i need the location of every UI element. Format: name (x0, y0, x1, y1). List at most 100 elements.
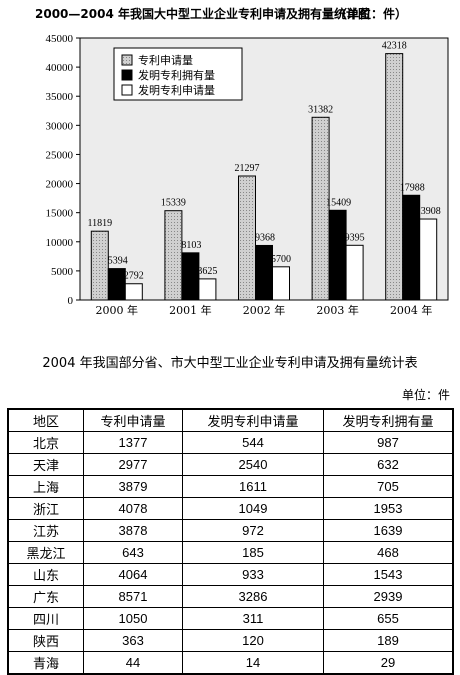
table-cell-value: 189 (323, 629, 454, 652)
table-cell-region: 天津 (7, 453, 84, 476)
chart-panel: 2000—2004 年我国大中型工业企业专利申请及拥有量统计图 （单位：件） 0 50… (30, 0, 460, 320)
table-cell-value: 185 (182, 541, 324, 564)
header-invention-applications: 发明专利申请量 (182, 408, 324, 432)
y-tick-label: 45000 (46, 33, 74, 45)
x-tick-label: 2001 年 (169, 303, 212, 317)
table-cell-value: 4064 (83, 563, 183, 586)
stats-table: 地区 专利申请量 发明专利申请量 发明专利拥有量 北京 1377 544 987 天津 2… (7, 408, 454, 675)
table-cell-value: 468 (323, 541, 454, 564)
table-row: 上海 3879 1611 705 (7, 475, 454, 498)
table-cell-region: 广东 (7, 585, 84, 608)
table-cell-region: 黑龙江 (7, 541, 84, 564)
header-patent-applications: 专利申请量 (83, 408, 183, 432)
x-tick-label: 2004 年 (390, 303, 433, 317)
table-cell-value: 2540 (182, 453, 324, 476)
bar (311, 116, 330, 301)
table-cell-region: 四川 (7, 607, 84, 630)
table-cell-value: 2977 (83, 453, 183, 476)
x-tick-label: 2003 年 (316, 303, 359, 317)
bar (419, 218, 438, 301)
table-cell-region: 江苏 (7, 519, 84, 542)
table-row: 陕西 363 120 189 (7, 629, 454, 652)
data-label: 42318 (382, 41, 407, 52)
legend-label: 专利申请量 (138, 53, 193, 67)
data-label: 9368 (255, 232, 275, 243)
table-cell-region: 青海 (7, 651, 84, 675)
table-cell-value: 655 (323, 607, 454, 630)
table-cell-value: 3879 (83, 475, 183, 498)
table-row: 北京 1377 544 987 (7, 431, 454, 454)
bar (181, 252, 200, 301)
table-cell-value: 363 (83, 629, 183, 652)
legend-swatch (121, 69, 133, 81)
data-label: 13908 (416, 206, 441, 217)
legend-box (113, 47, 243, 101)
data-label: 2792 (124, 271, 144, 282)
table-cell-value: 3286 (182, 585, 324, 608)
y-tick-label: 25000 (46, 149, 74, 161)
table-row: 黑龙江 643 185 468 (7, 541, 454, 564)
header-region: 地区 (7, 408, 84, 432)
bar (345, 244, 364, 301)
bar (238, 175, 256, 301)
table-cell-value: 44 (83, 651, 183, 675)
chart-unit: （单位：件） (335, 6, 407, 21)
y-tick-label: 15000 (46, 208, 74, 220)
table-cell-value: 1049 (182, 497, 324, 520)
data-label: 8103 (181, 240, 201, 251)
table-row: 广东 8571 3286 2939 (7, 585, 454, 608)
bar (198, 278, 217, 301)
bar (124, 283, 143, 301)
table-cell-value: 987 (323, 431, 454, 454)
table-row: 山东 4064 933 1543 (7, 563, 454, 586)
table-body: 北京 1377 544 987 天津 2977 2540 632 上海 3879 1611 705 浙江… (7, 431, 454, 675)
table-cell-value: 632 (323, 453, 454, 476)
legend-swatch (121, 54, 133, 66)
data-label: 15339 (161, 198, 186, 209)
y-tick-label: 30000 (46, 120, 74, 132)
table-cell-region: 陕西 (7, 629, 84, 652)
data-label: 9395 (345, 232, 365, 243)
table-cell-value: 120 (182, 629, 324, 652)
table-row: 四川 1050 311 655 (7, 607, 454, 630)
table-cell-value: 1050 (83, 607, 183, 630)
data-label: 21297 (235, 163, 260, 174)
table-cell-value: 1543 (323, 563, 454, 586)
y-tick-label: 0 (68, 295, 74, 307)
table-cell-value: 643 (83, 541, 183, 564)
table-cell-value: 14 (182, 651, 324, 675)
bar (107, 268, 126, 301)
data-label: 15409 (326, 197, 351, 208)
bar (164, 210, 183, 301)
table-cell-region: 浙江 (7, 497, 84, 520)
table-title: 2004 年我国部分省、市大中型工业企业专利申请及拥有量统计表 (42, 356, 418, 371)
x-tick-label: 2002 年 (243, 303, 286, 317)
table-row: 青海 44 14 29 (7, 651, 454, 675)
bar (90, 230, 109, 301)
table-cell-value: 1377 (83, 431, 183, 454)
y-tick-label: 40000 (46, 62, 74, 74)
table-cell-value: 3878 (83, 519, 183, 542)
y-tick-label: 10000 (46, 237, 74, 249)
data-label: 3625 (197, 266, 217, 277)
x-tick-label: 2000 年 (96, 303, 139, 317)
data-label: 5394 (108, 256, 128, 267)
table-cell-value: 4078 (83, 497, 183, 520)
table-row: 浙江 4078 1049 1953 (7, 497, 454, 520)
table-cell-value: 29 (323, 651, 454, 675)
header-invention-owned: 发明专利拥有量 (323, 408, 454, 432)
data-label: 31382 (308, 104, 333, 115)
table-header-row: 地区 专利申请量 发明专利申请量 发明专利拥有量 (7, 408, 454, 432)
bar (272, 266, 290, 301)
table-cell-value: 2939 (323, 585, 454, 608)
table-cell-value: 8571 (83, 585, 183, 608)
table-row: 天津 2977 2540 632 (7, 453, 454, 476)
table-row: 江苏 3878 972 1639 (7, 519, 454, 542)
legend-label: 发明专利申请量 (138, 83, 215, 97)
table-cell-region: 北京 (7, 431, 84, 454)
table-cell-value: 933 (182, 563, 324, 586)
bar-chart: 2000—2004 年我国大中型工业企业专利申请及拥有量统计图（单位：件） 0 50… (35, 6, 449, 317)
bar (328, 209, 347, 301)
table-cell-value: 311 (182, 607, 324, 630)
table-cell-value: 705 (323, 475, 454, 498)
